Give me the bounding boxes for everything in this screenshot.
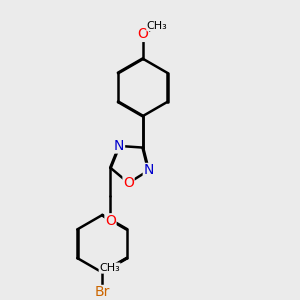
Text: Br: Br (94, 286, 110, 299)
Text: N: N (114, 139, 124, 153)
Text: O: O (105, 214, 116, 228)
Text: N: N (143, 164, 154, 178)
Text: CH₃: CH₃ (147, 21, 167, 31)
Text: CH₃: CH₃ (99, 263, 120, 273)
Text: O: O (123, 176, 134, 190)
Text: O: O (137, 27, 148, 41)
